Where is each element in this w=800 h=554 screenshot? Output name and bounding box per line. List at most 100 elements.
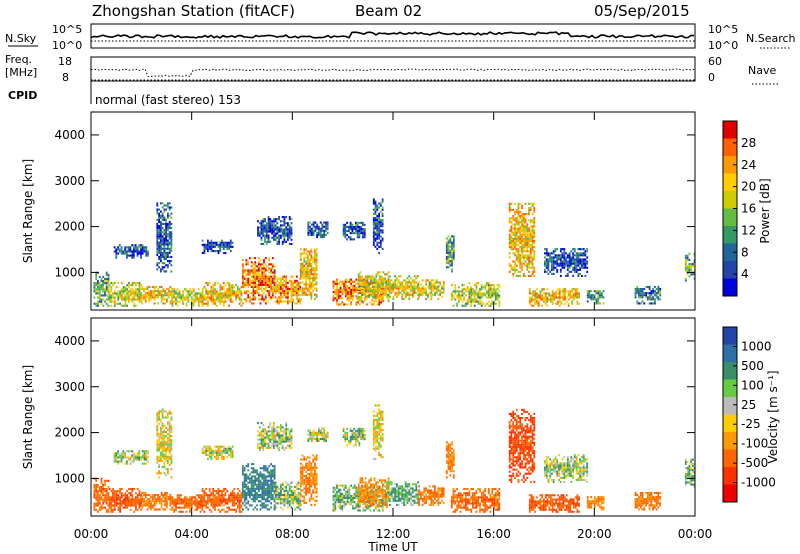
- colorbar-segment: [723, 226, 737, 244]
- echo-cell: [187, 296, 190, 299]
- echo-cell: [254, 263, 257, 266]
- echo-cell: [205, 449, 208, 452]
- echo-cell: [163, 439, 166, 442]
- echo-cell: [528, 296, 531, 299]
- echo-cell: [124, 506, 127, 509]
- echo-cell: [194, 498, 197, 501]
- echo-cell: [98, 296, 101, 299]
- echo-cell: [578, 292, 580, 295]
- echo-cell: [468, 298, 471, 301]
- echo-cell: [290, 285, 293, 288]
- echo-cell: [110, 510, 113, 513]
- echo-cell: [161, 243, 164, 246]
- echo-cell: [135, 290, 137, 293]
- echo-cell: [229, 292, 232, 295]
- echo-cell: [374, 231, 377, 234]
- echo-cell: [143, 296, 145, 299]
- echo-cell: [219, 449, 222, 452]
- echo-cell: [358, 225, 361, 228]
- echo-cell: [104, 282, 106, 285]
- echo-cell: [305, 260, 307, 263]
- echo-cell: [238, 298, 241, 301]
- echo-cell: [217, 292, 220, 295]
- echo-cell: [138, 284, 141, 287]
- echo-cell: [233, 492, 236, 495]
- echo-cell: [299, 252, 302, 255]
- echo-cell: [378, 252, 380, 255]
- echo-cell: [280, 277, 282, 280]
- echo-cell: [528, 274, 530, 277]
- echo-cell: [484, 304, 487, 307]
- echo-cell: [153, 494, 156, 497]
- echo-cell: [472, 300, 474, 303]
- echo-cell: [158, 500, 161, 503]
- echo-cell: [210, 241, 213, 244]
- echo-cell: [214, 494, 216, 497]
- echo-cell: [124, 250, 126, 253]
- echo-cell: [482, 294, 485, 297]
- echo-cell: [250, 487, 253, 490]
- echo-cell: [380, 277, 383, 280]
- echo-cell: [229, 284, 232, 287]
- echo-cell: [364, 299, 367, 302]
- echo-cell: [175, 502, 177, 505]
- echo-cell: [382, 281, 385, 284]
- echo-cell: [231, 456, 234, 459]
- echo-cell: [397, 275, 400, 278]
- echo-cell: [337, 293, 340, 296]
- echo-cell: [323, 221, 326, 224]
- echo-cell: [156, 461, 159, 464]
- echo-cell: [563, 252, 566, 255]
- echo-cell: [243, 483, 246, 486]
- echo-cell: [228, 494, 230, 497]
- echo-cell: [112, 292, 114, 295]
- echo-cell: [360, 297, 363, 300]
- echo-cell: [153, 288, 156, 291]
- echo-cell: [361, 283, 364, 286]
- echo-cell: [376, 243, 379, 246]
- echo-cell: [519, 254, 522, 257]
- echo-cell: [566, 266, 569, 269]
- echo-cell: [127, 248, 130, 251]
- echo-cell: [512, 215, 515, 218]
- echo-cell: [519, 258, 522, 261]
- echo-cell: [226, 296, 229, 299]
- echo-cell: [178, 290, 181, 293]
- echo-cell: [449, 241, 452, 244]
- echo-cell: [140, 300, 143, 303]
- echo-cell: [377, 296, 379, 299]
- echo-cell: [113, 492, 116, 495]
- echo-cell: [321, 227, 324, 230]
- echo-cell: [117, 462, 119, 465]
- echo-cell: [245, 479, 248, 482]
- echo-cell: [117, 282, 120, 285]
- echo-cell: [170, 426, 173, 429]
- echo-cell: [215, 294, 218, 297]
- echo-cell: [294, 281, 296, 284]
- echo-cell: [341, 293, 344, 296]
- beam-label: Beam 02: [355, 2, 422, 20]
- echo-cell: [514, 244, 516, 247]
- echo-cell: [167, 290, 170, 293]
- echo-cell: [276, 226, 279, 229]
- echo-cell: [115, 452, 118, 455]
- echo-cell: [224, 488, 227, 491]
- echo-cell: [486, 284, 488, 287]
- echo-cell: [570, 264, 573, 267]
- echo-cell: [562, 296, 565, 299]
- echo-cell: [310, 258, 313, 261]
- echo-cell: [288, 236, 291, 239]
- echo-cell: [160, 251, 162, 254]
- echo-cell: [168, 449, 171, 452]
- echo-cell: [97, 498, 99, 501]
- echo-cell: [160, 410, 162, 413]
- echo-cell: [264, 220, 266, 223]
- echo-cell: [212, 243, 215, 246]
- echo-cell: [160, 239, 162, 242]
- echo-cell: [417, 289, 419, 292]
- echo-cell: [147, 460, 149, 463]
- echo-cell: [430, 287, 433, 290]
- echo-cell: [126, 500, 128, 503]
- echo-cell: [107, 486, 110, 489]
- echo-cell: [215, 449, 218, 452]
